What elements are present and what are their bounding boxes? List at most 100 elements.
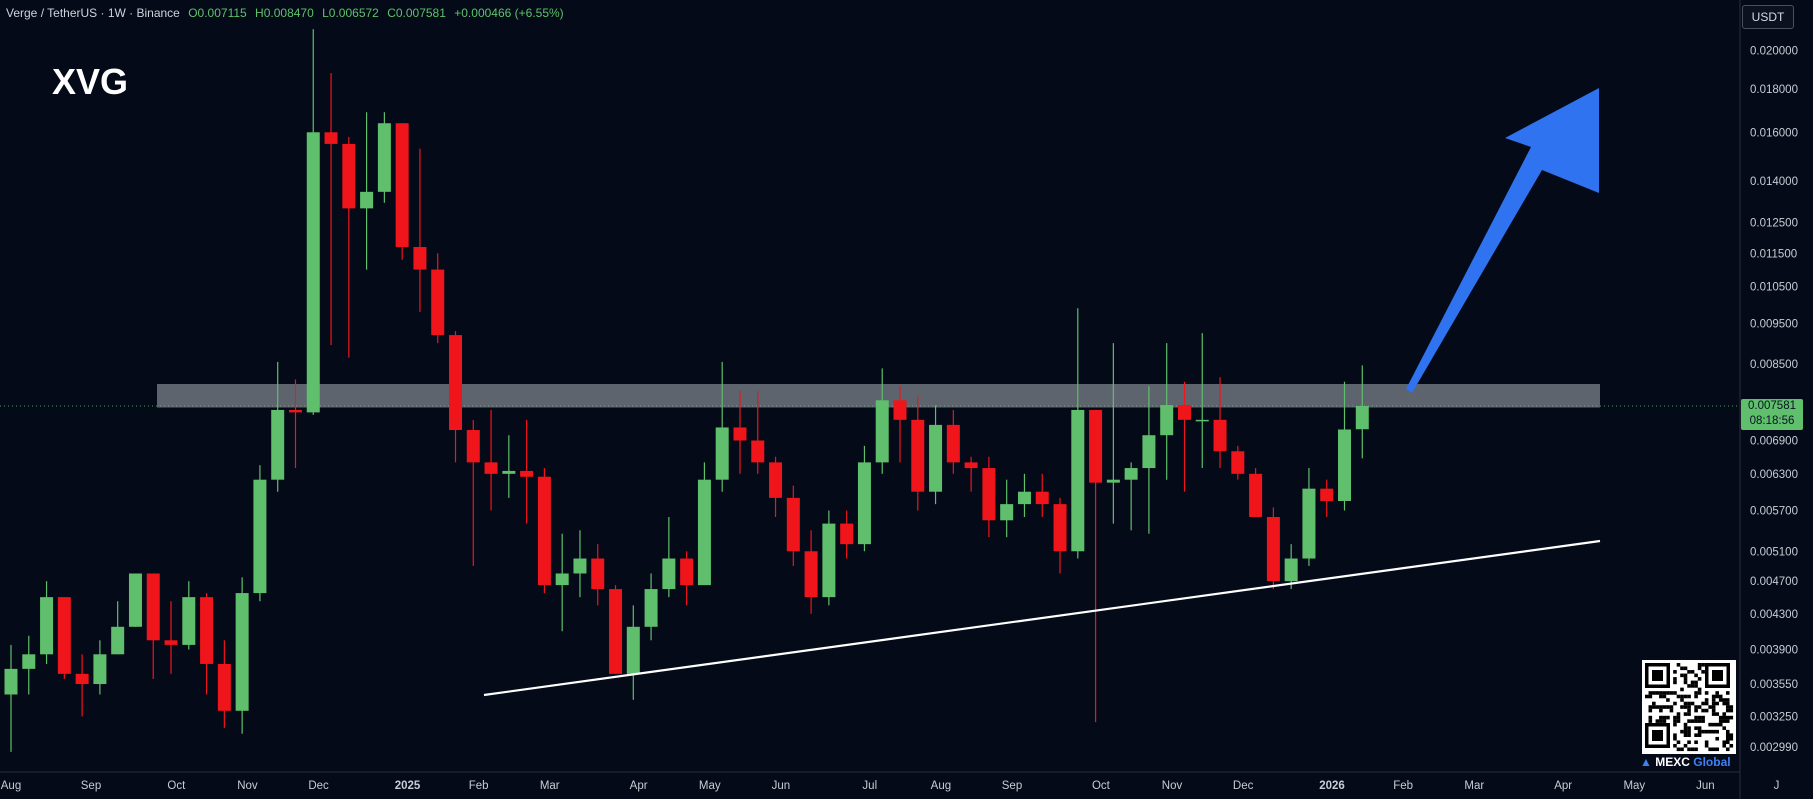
price-tick-label: 0.011500: [1750, 248, 1797, 260]
candle-body: [93, 654, 107, 685]
qr-module: [1673, 743, 1677, 748]
candle: [253, 465, 267, 602]
candle-body: [1071, 409, 1085, 552]
price-tick-label: 0.016000: [1750, 127, 1798, 139]
qr-module: [1704, 743, 1709, 748]
candle: [484, 409, 498, 511]
qr-module: [1683, 743, 1688, 748]
qr-module: [1704, 729, 1709, 734]
candle-body: [1355, 405, 1369, 430]
qr-module: [1690, 701, 1695, 706]
candle-body: [573, 558, 587, 574]
price-tick-label: 0.002990: [1750, 742, 1798, 754]
time-tick-label: Sep: [81, 780, 101, 792]
qr-module: [1725, 747, 1730, 752]
qr-module: [1687, 708, 1691, 713]
qr-module: [1701, 663, 1705, 667]
qr-module: [1725, 736, 1730, 741]
qr-module: [1687, 694, 1691, 699]
qr-module: [1669, 705, 1674, 709]
candle-body: [484, 462, 498, 474]
candle: [786, 485, 800, 566]
candle: [680, 551, 694, 606]
candle-body: [1053, 504, 1067, 552]
candle: [1320, 479, 1334, 517]
qr-module: [1683, 722, 1688, 727]
candle: [1195, 333, 1209, 469]
qr-module: [1711, 705, 1716, 709]
qr-module: [1708, 729, 1712, 734]
qr-module: [1680, 694, 1684, 699]
candle-body: [360, 191, 374, 209]
candle-body: [128, 573, 142, 627]
candle: [4, 644, 18, 752]
time-tick-label: Oct: [1092, 780, 1111, 792]
qr-module: [1722, 743, 1727, 748]
candle-body: [164, 640, 178, 645]
price-tick-label: 0.005100: [1750, 546, 1798, 558]
candle-body: [182, 597, 196, 645]
time-tick-label: Oct: [167, 780, 186, 792]
time-tick-label: Dec: [1233, 780, 1254, 792]
candle-body: [875, 400, 889, 463]
qr-module: [1659, 694, 1663, 699]
candle-body: [1249, 473, 1263, 517]
candle: [626, 605, 640, 700]
qr-module: [1680, 698, 1684, 702]
candle: [1017, 473, 1031, 517]
currency-unit-button[interactable]: USDT: [1742, 5, 1794, 29]
qr-module: [1711, 698, 1716, 702]
candle-body: [22, 654, 36, 669]
qr-module: [1659, 708, 1663, 713]
symbol-label[interactable]: Verge / TetherUS · 1W · Binance: [6, 6, 180, 20]
candle-body: [804, 551, 818, 598]
qr-module: [1711, 729, 1716, 734]
time-tick-label: Jul: [862, 780, 877, 792]
price-axis-labels: 0.020000 0.018000 0.016000 0.014000 0.012500…: [1750, 46, 1798, 754]
qr-module: [1648, 715, 1653, 720]
qr-module: [1683, 666, 1688, 671]
candle-body: [342, 143, 356, 209]
candle: [128, 573, 142, 627]
time-tick-label: May: [1623, 780, 1645, 792]
qr-module: [1711, 722, 1716, 727]
candle: [662, 516, 676, 598]
candle: [697, 462, 711, 586]
qr-module: [1711, 701, 1716, 706]
candle: [840, 510, 854, 559]
qr-module: [1715, 736, 1719, 741]
price-tick-label: 0.010500: [1750, 282, 1798, 294]
price-tick-label: 0.005700: [1750, 506, 1798, 518]
candle: [1231, 445, 1245, 480]
qr-module: [1666, 691, 1670, 695]
qr-module: [1694, 691, 1698, 695]
candle-body: [1213, 419, 1227, 452]
candle: [413, 148, 427, 312]
qr-module: [1662, 705, 1667, 709]
price-tick-label: 0.004700: [1750, 576, 1798, 588]
qr-module: [1687, 670, 1691, 674]
candle: [804, 530, 818, 614]
candle: [271, 361, 285, 492]
qr-module: [1729, 708, 1734, 713]
candle-body: [1035, 491, 1049, 505]
qr-module: [1676, 694, 1681, 699]
qr-module: [1683, 733, 1688, 737]
qr-module: [1697, 719, 1702, 723]
qr-module: [1722, 701, 1727, 706]
qr-module: [1648, 719, 1653, 723]
qr-module: [1694, 708, 1698, 713]
qr-module: [1729, 715, 1734, 720]
time-tick-label: Aug: [1, 780, 21, 792]
qr-module: [1725, 691, 1730, 695]
qr-module: [1694, 715, 1698, 720]
candle-body: [929, 424, 943, 492]
candle-body: [644, 589, 658, 627]
candle: [769, 456, 783, 517]
qr-module: [1701, 708, 1705, 713]
candle-body: [431, 269, 445, 336]
price-tick-label: 0.009500: [1750, 318, 1798, 330]
candle-body: [1124, 468, 1138, 480]
price-tick-label: 0.008500: [1750, 359, 1798, 371]
